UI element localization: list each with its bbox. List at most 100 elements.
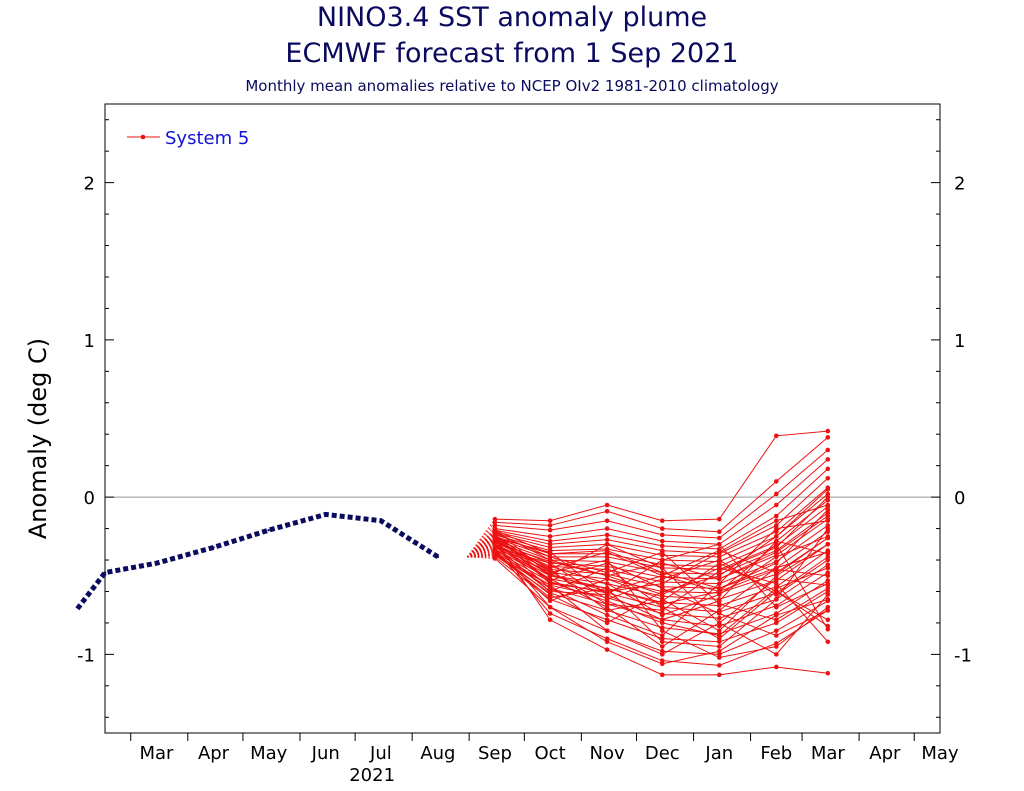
forecast-point xyxy=(604,620,610,626)
forecast-point xyxy=(659,639,665,645)
forecast-point xyxy=(716,589,722,594)
forecast-point xyxy=(547,617,553,623)
y-tick-label-left: 0 xyxy=(84,488,95,509)
forecast-point xyxy=(604,554,610,560)
forecast-point xyxy=(659,620,665,626)
forecast-point xyxy=(659,538,665,544)
forecast-point xyxy=(604,617,610,623)
forecast-point xyxy=(825,597,831,602)
forecast-point xyxy=(774,542,779,547)
forecast-point xyxy=(774,554,779,560)
forecast-point xyxy=(774,549,779,555)
forecast-point xyxy=(825,557,831,563)
forecast-point xyxy=(604,576,610,582)
forecast-point xyxy=(659,598,665,604)
forecast-point xyxy=(604,612,610,618)
forecast-point xyxy=(825,608,831,613)
forecast-point xyxy=(774,604,779,610)
forecast-point xyxy=(825,573,831,579)
forecast-point xyxy=(825,497,831,503)
forecast-point xyxy=(774,597,779,602)
x-tick-label: Nov xyxy=(590,743,625,764)
forecast-point xyxy=(547,538,553,544)
forecast-point xyxy=(547,567,553,572)
forecast-point xyxy=(825,604,831,610)
forecast-point xyxy=(774,545,779,550)
forecast-point xyxy=(659,636,665,641)
chart-caption: Monthly mean anomalies relative to NCEP … xyxy=(245,77,779,95)
forecast-point xyxy=(774,664,779,670)
y-tick-label-left: 2 xyxy=(84,174,95,195)
forecast-point xyxy=(604,573,610,579)
forecast-point xyxy=(604,570,610,575)
forecast-point xyxy=(659,608,665,613)
forecast-point xyxy=(825,518,831,524)
forecast-point xyxy=(659,560,665,566)
observed-point xyxy=(103,571,107,574)
forecast-point xyxy=(825,526,831,531)
x-tick-label: Oct xyxy=(535,743,566,764)
plot-frame xyxy=(104,103,941,734)
year-label: 2021 xyxy=(349,765,395,786)
forecast-point xyxy=(659,658,665,663)
forecast-point xyxy=(774,491,779,497)
forecast-member-lead-in xyxy=(466,531,496,558)
y-tick-label-left: 1 xyxy=(84,331,95,352)
forecast-point xyxy=(547,559,553,564)
x-tick-label: May xyxy=(921,743,959,764)
observed-point xyxy=(155,561,158,565)
chart-forecast-line: ECMWF forecast from 1 Sep 2021 xyxy=(285,38,739,69)
forecast-point xyxy=(659,628,665,634)
forecast-point xyxy=(547,604,553,610)
forecast-point xyxy=(716,601,722,607)
forecast-point xyxy=(825,554,831,560)
forecast-point xyxy=(716,560,722,566)
forecast-point xyxy=(604,518,610,524)
forecast-point xyxy=(825,626,831,632)
observed-point xyxy=(379,519,383,522)
forecast-point xyxy=(547,534,553,539)
forecast-point xyxy=(774,620,779,626)
forecast-point xyxy=(604,532,610,538)
y-tick-label-right: 0 xyxy=(954,488,965,509)
forecast-point xyxy=(825,542,831,547)
x-tick-label: Apr xyxy=(198,743,230,764)
forecast-point xyxy=(604,560,610,566)
forecast-point xyxy=(825,617,831,623)
observed-line xyxy=(75,511,440,611)
forecast-point xyxy=(774,502,779,508)
x-tick-label: Jan xyxy=(704,743,733,764)
forecast-point xyxy=(774,526,779,531)
forecast-point xyxy=(604,604,610,610)
forecast-point xyxy=(716,639,722,645)
forecast-point xyxy=(716,576,722,582)
forecast-point xyxy=(774,573,779,579)
forecast-point xyxy=(716,548,722,553)
forecast-point xyxy=(774,570,779,575)
forecast-point xyxy=(659,617,665,623)
forecast-point xyxy=(774,479,779,484)
forecast-point xyxy=(716,636,722,641)
forecast-point xyxy=(659,553,665,558)
forecast-point xyxy=(774,567,779,572)
forecast-point xyxy=(604,592,610,597)
forecast-point xyxy=(774,576,779,582)
forecast-point xyxy=(659,570,665,575)
forecast-point xyxy=(659,573,665,579)
forecast-point xyxy=(604,537,610,542)
forecast-point xyxy=(774,589,779,594)
forecast-member-lead-in xyxy=(466,528,496,558)
forecast-point xyxy=(659,557,665,563)
forecast-point xyxy=(825,502,831,508)
forecast-point xyxy=(825,535,831,541)
forecast-point xyxy=(547,545,553,550)
forecast-point xyxy=(659,672,665,678)
forecast-member-line xyxy=(494,430,828,522)
forecast-member-lead-in xyxy=(467,542,496,558)
forecast-point xyxy=(774,534,779,539)
forecast-point xyxy=(547,564,553,569)
forecast-point xyxy=(774,513,779,519)
observed-series xyxy=(75,511,440,611)
forecast-point xyxy=(825,639,831,645)
